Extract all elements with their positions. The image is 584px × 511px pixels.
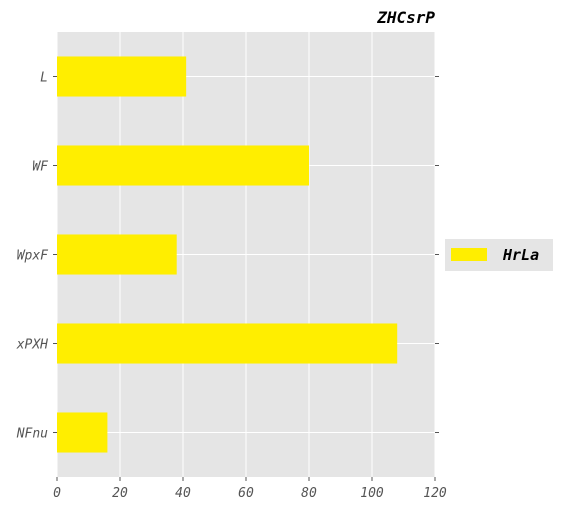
y-tick-label: NFnu	[16, 427, 48, 442]
x-tick-label: 40	[175, 486, 191, 501]
bar-NFnu	[57, 412, 108, 453]
x-tick-label: 80	[301, 486, 317, 501]
y-tick-label: xPXH	[16, 338, 48, 353]
bar-L	[57, 56, 187, 97]
y-axis-ticks: L WF WpxF xPXH NFnu	[16, 71, 439, 442]
bar-xPXH	[57, 323, 398, 364]
x-tick-label: 20	[112, 486, 128, 501]
legend: HrLa	[445, 239, 553, 271]
bar-WpxF	[57, 234, 177, 275]
y-tick-label: WF	[32, 160, 49, 175]
y-tick-label: L	[40, 71, 48, 86]
x-axis-ticks: 0 20 40 60 80 100 120	[53, 477, 447, 501]
x-tick-label: 0	[53, 486, 61, 501]
x-tick-label: 60	[238, 486, 254, 501]
legend-swatch	[451, 248, 487, 261]
x-tick-label: 100	[360, 486, 384, 501]
y-tick-label: WpxF	[17, 249, 49, 264]
bar-WF	[57, 145, 309, 186]
chart-title: ZHCsrP	[376, 8, 435, 27]
legend-label: HrLa	[502, 246, 539, 264]
bars-group	[57, 56, 398, 453]
x-tick-label: 120	[423, 486, 447, 501]
